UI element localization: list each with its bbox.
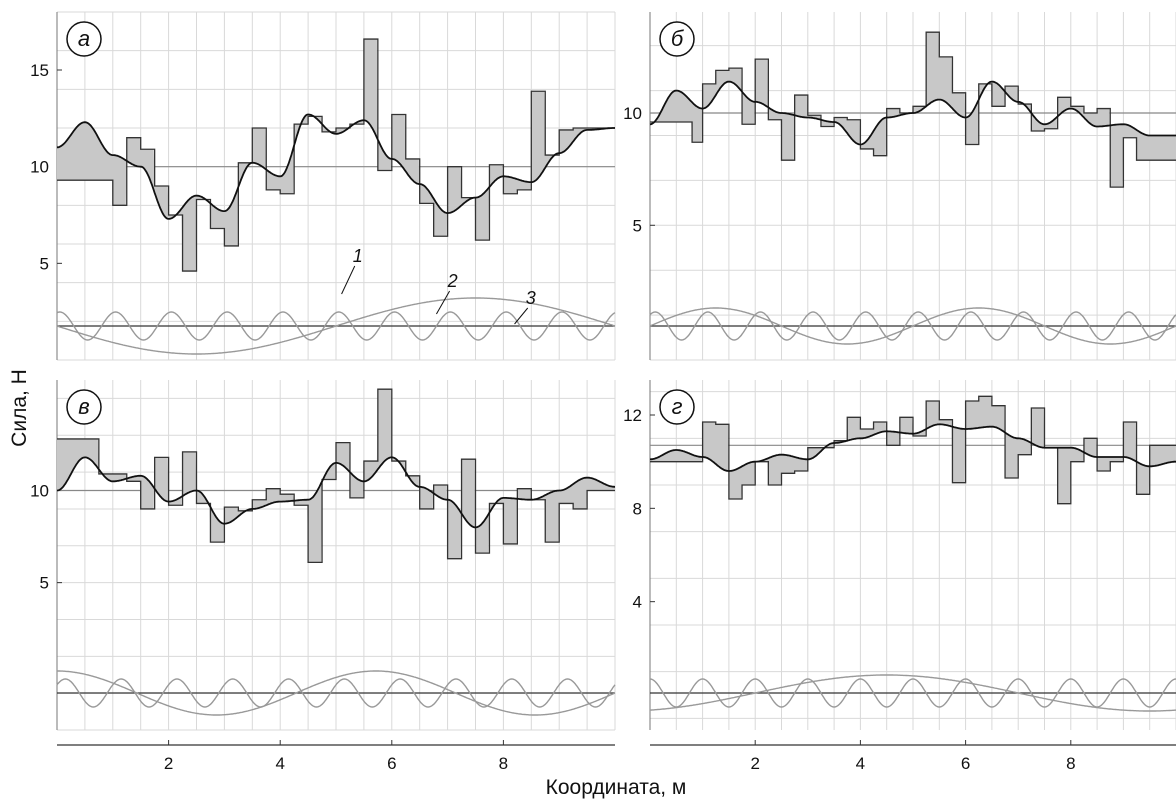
smooth-series-line xyxy=(57,113,615,220)
x-tick-label: 8 xyxy=(499,754,508,773)
x-tick-label: 8 xyxy=(1066,754,1075,773)
x-tick-label: 6 xyxy=(387,754,396,773)
y-tick-label: 15 xyxy=(30,61,49,80)
harmonic-curve-2 xyxy=(649,311,1176,341)
shaded-area xyxy=(650,396,1176,504)
panel-3: 4 8 12 г 2 4 6 8 xyxy=(623,380,1176,773)
step-series-line xyxy=(57,388,615,564)
y-axis-label: Сила, Н xyxy=(8,369,31,447)
panel-0: 5 10 15 1 2 3 а xyxy=(30,11,616,361)
smooth-series-line xyxy=(650,423,1176,472)
harmonic-curve-2 xyxy=(56,678,616,708)
y-tick-label: 10 xyxy=(30,482,49,501)
panel-label-circle xyxy=(66,389,102,425)
panel-label: а xyxy=(78,26,90,51)
panel-label-circle xyxy=(659,21,695,57)
harmonic-curve-1 xyxy=(650,674,1176,712)
step-series-line xyxy=(650,395,1176,505)
panel-label: в xyxy=(78,394,89,419)
curve-label-1: 1 xyxy=(353,246,363,266)
panel-label-circle xyxy=(659,389,695,425)
harmonic-curve-2 xyxy=(56,311,616,341)
y-tick-label: 5 xyxy=(40,574,49,593)
panel-label-circle xyxy=(66,21,102,57)
smooth-series-line xyxy=(56,456,615,529)
y-tick-label: 4 xyxy=(633,593,642,612)
panel-label: г xyxy=(672,394,683,419)
harmonic-curve-1 xyxy=(649,307,1176,345)
smooth-series-line xyxy=(649,80,1176,146)
y-tick-label: 5 xyxy=(633,216,642,235)
step-series-line xyxy=(650,31,1176,188)
curve-label-3: 3 xyxy=(526,288,536,308)
y-tick-label: 5 xyxy=(40,254,49,273)
curve-label-leader xyxy=(436,290,451,315)
x-tick-label: 4 xyxy=(275,754,284,773)
curve-label-leader xyxy=(514,307,529,325)
x-tick-label: 6 xyxy=(961,754,970,773)
panel-1: 5 10 б xyxy=(623,12,1176,361)
curve-label-2: 2 xyxy=(447,271,458,291)
x-tick-label: 2 xyxy=(164,754,173,773)
harmonic-curve-2 xyxy=(649,678,1176,708)
curve-label-leader xyxy=(341,265,356,295)
harmonic-curve-1 xyxy=(56,297,616,355)
x-axis-label: Координата, м xyxy=(546,776,687,799)
y-tick-label: 10 xyxy=(30,158,49,177)
harmonic-curve-1 xyxy=(57,670,616,716)
x-tick-label: 2 xyxy=(750,754,759,773)
panel-2: 5 10 в 2 4 6 8 xyxy=(30,380,616,773)
y-tick-label: 12 xyxy=(623,406,642,425)
panel-label: б xyxy=(671,26,685,51)
y-tick-label: 10 xyxy=(623,104,642,123)
x-tick-label: 4 xyxy=(856,754,865,773)
y-tick-label: 8 xyxy=(633,499,642,518)
